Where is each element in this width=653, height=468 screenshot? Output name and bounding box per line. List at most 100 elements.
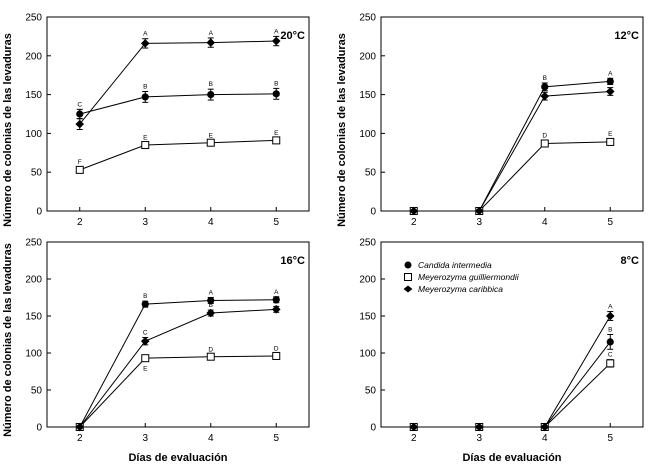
- significance-label: C: [77, 111, 82, 118]
- y-tick-label: 0: [36, 207, 42, 218]
- series-line: [413, 315, 611, 428]
- series-line: [79, 308, 277, 428]
- y-tick-label: 150: [25, 90, 42, 101]
- data-point: [272, 90, 280, 98]
- data-point: [606, 137, 615, 146]
- data-point: [75, 165, 84, 174]
- data-point: [271, 305, 281, 314]
- significance-label: E: [274, 130, 279, 137]
- x-tick-label: 5: [273, 217, 279, 228]
- data-point: [474, 422, 484, 432]
- significance-label: A: [608, 304, 613, 311]
- data-point: [409, 422, 419, 432]
- significance-label: A: [209, 290, 214, 297]
- x-tick-label: 2: [411, 217, 417, 228]
- significance-label: A: [209, 30, 214, 37]
- significance-label: D: [208, 346, 213, 353]
- significance-label: D: [542, 132, 547, 139]
- significance-label: B: [543, 75, 547, 82]
- significance-label: B: [608, 80, 612, 87]
- series-line: [413, 363, 611, 428]
- y-axis-label-top-right: Número de colonias de las levaduras: [336, 33, 348, 227]
- significance-label: B: [608, 327, 612, 334]
- y-tick-label: 0: [370, 207, 376, 218]
- y-tick-label: 100: [25, 349, 42, 360]
- y-tick-label: 50: [31, 168, 43, 179]
- legend-marker-guilliermondii: [404, 273, 412, 281]
- x-tick-label: 2: [77, 217, 83, 228]
- data-point: [272, 351, 281, 360]
- data-point: [606, 359, 615, 368]
- y-tick-label: 250: [359, 13, 376, 24]
- significance-label: A: [143, 31, 148, 38]
- y-tick-label: 50: [365, 386, 377, 397]
- y-tick-label: 250: [25, 13, 42, 24]
- significance-label: A: [274, 28, 279, 35]
- data-point: [474, 206, 484, 216]
- data-point: [207, 91, 215, 99]
- significance-label: B: [274, 298, 278, 305]
- legend-item-candida: Candida intermedia: [404, 260, 492, 270]
- data-point: [75, 422, 85, 432]
- legend-label-candida: Candida intermedia: [418, 260, 492, 270]
- x-tick-label: 3: [142, 217, 148, 228]
- data-point: [605, 87, 615, 96]
- panel-bottom-right: 0 50 100 150 200 250 2 3 4 5 8°C A B C: [359, 238, 644, 444]
- significance-label: C: [143, 329, 148, 336]
- significance-label: E: [608, 131, 613, 138]
- data-point: [606, 338, 614, 346]
- y-tick-label: 150: [25, 312, 42, 323]
- data-point: [206, 138, 215, 147]
- significance-label: B: [209, 302, 213, 309]
- plot-frame: [380, 16, 644, 212]
- data-point: [271, 36, 281, 46]
- x-tick-label: 5: [607, 217, 613, 228]
- legend-item-caribbica: Meyerozyma caribbica: [403, 284, 503, 294]
- series-line: [79, 40, 277, 125]
- significance-label: D: [274, 346, 279, 353]
- temperature-label: 20°C: [280, 30, 305, 42]
- data-point: [141, 300, 149, 308]
- y-tick-label: 200: [359, 275, 376, 286]
- data-point: [140, 336, 150, 346]
- x-tick-label: 4: [208, 217, 214, 228]
- panel-top-left: 0 50 100 150 200 250 2 3 4 5 20°C CC F A B E A B E A B E: [25, 13, 310, 228]
- plot-frame: [46, 16, 310, 212]
- data-point: [605, 311, 615, 321]
- series-line: [79, 299, 277, 428]
- data-point: [540, 139, 549, 148]
- data-point: [75, 119, 85, 129]
- data-point: [272, 296, 280, 304]
- data-point: [141, 141, 150, 150]
- y-tick-label: 250: [25, 238, 42, 249]
- data-point: [206, 308, 216, 318]
- significance-label: B: [209, 81, 213, 88]
- x-tick-label: 3: [476, 433, 482, 444]
- y-tick-label: 0: [370, 423, 376, 434]
- y-tick-label: 100: [359, 349, 376, 360]
- significance-label: C: [608, 352, 613, 359]
- data-point: [76, 110, 84, 118]
- y-tick-label: 100: [25, 129, 42, 140]
- x-tick-label: 4: [208, 433, 214, 444]
- series-line: [79, 355, 277, 428]
- y-tick-label: 200: [25, 51, 42, 62]
- significance-label: A: [274, 289, 279, 296]
- legend-label-caribbica: Meyerozyma caribbica: [418, 284, 503, 294]
- series-line: [413, 90, 611, 212]
- legend-marker-caribbica: [403, 285, 413, 293]
- significance-label: E: [143, 365, 148, 372]
- x-tick-label: 3: [142, 433, 148, 444]
- significance-label: E: [143, 135, 148, 142]
- legend-item-guilliermondii: Meyerozyma guilliermondii: [404, 272, 520, 282]
- y-axis-label-bottom-left: Número de colonias de las levaduras: [2, 243, 14, 437]
- data-point: [207, 296, 215, 305]
- x-tick-label: 5: [607, 433, 613, 444]
- x-tick-label: 3: [476, 217, 482, 228]
- x-tick-label: 5: [273, 433, 279, 444]
- x-axis-label-left: Días de evaluación: [128, 452, 227, 464]
- series-line: [79, 139, 277, 171]
- y-tick-label: 100: [359, 129, 376, 140]
- x-axis-label-right: Días de evaluación: [462, 452, 561, 464]
